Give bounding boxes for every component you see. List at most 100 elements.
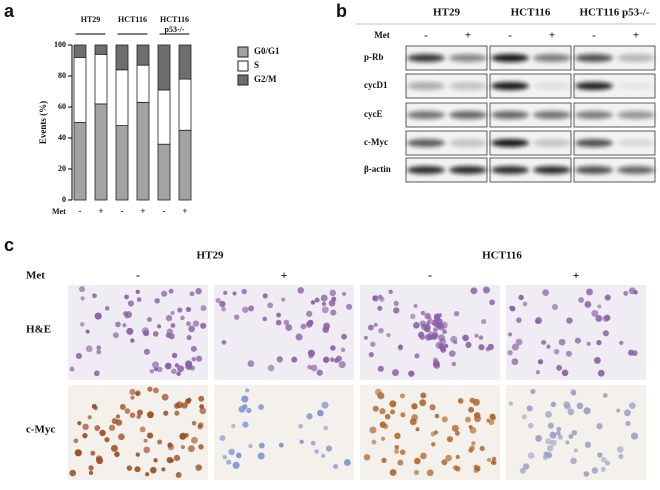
cell xyxy=(522,463,530,470)
cell xyxy=(470,287,478,295)
cell xyxy=(465,416,471,423)
cell xyxy=(300,323,307,330)
cell xyxy=(307,319,314,326)
y-tick-label: 60 xyxy=(58,102,66,111)
cell xyxy=(248,443,253,449)
cell xyxy=(170,323,176,328)
band xyxy=(575,111,613,119)
cell xyxy=(440,346,447,353)
cell xyxy=(115,321,121,328)
x-tick-label: - xyxy=(121,206,124,216)
cell xyxy=(297,287,305,294)
cell xyxy=(522,301,528,307)
cell xyxy=(199,407,207,415)
cell xyxy=(556,364,563,371)
cell xyxy=(429,404,436,411)
cell xyxy=(616,446,624,453)
cell xyxy=(450,335,458,343)
cell xyxy=(543,451,549,457)
cell xyxy=(171,368,177,375)
cell xyxy=(453,310,460,317)
bar-segment xyxy=(73,122,87,201)
cell xyxy=(340,347,346,353)
cell xyxy=(516,317,522,323)
treatment-label: Met xyxy=(374,30,390,40)
cell xyxy=(624,409,631,417)
cell xyxy=(591,309,599,317)
cell xyxy=(258,442,265,449)
cell xyxy=(115,414,121,419)
cell xyxy=(185,306,192,313)
cell xyxy=(95,455,103,462)
cell xyxy=(228,448,235,456)
row-label: p-Rb xyxy=(364,52,384,62)
row-label: c-Myc xyxy=(364,137,388,147)
cell xyxy=(186,335,192,341)
cell xyxy=(549,431,557,439)
cell xyxy=(343,459,351,466)
cell xyxy=(333,463,339,470)
legend-swatch xyxy=(237,74,249,86)
cell xyxy=(195,464,202,471)
cell xyxy=(346,303,353,310)
cell xyxy=(329,289,336,297)
cell xyxy=(420,310,426,316)
cell xyxy=(386,332,391,338)
cell xyxy=(448,350,456,357)
cell xyxy=(180,315,185,321)
cell xyxy=(518,294,524,301)
cell xyxy=(147,386,153,392)
band xyxy=(449,166,487,174)
cell xyxy=(519,467,526,474)
cell xyxy=(199,404,205,410)
cell xyxy=(92,293,97,299)
cell xyxy=(420,392,427,399)
cell xyxy=(454,430,460,436)
band xyxy=(575,139,613,147)
cell xyxy=(389,409,396,415)
lane-sign: - xyxy=(424,30,428,42)
cell xyxy=(104,436,110,443)
group-label: HT29 xyxy=(81,15,101,24)
cell xyxy=(511,343,519,351)
cell xyxy=(168,333,175,340)
cell xyxy=(489,413,496,420)
cell xyxy=(126,465,133,471)
cell xyxy=(191,436,198,444)
cell xyxy=(379,408,386,415)
cell xyxy=(595,315,603,322)
cell xyxy=(372,405,379,412)
cell xyxy=(156,366,163,373)
cell xyxy=(152,331,159,337)
cell xyxy=(189,291,195,297)
cell xyxy=(276,312,282,318)
legend-label: G0/G1 xyxy=(254,46,280,56)
cell xyxy=(413,469,420,475)
cell xyxy=(455,454,460,460)
cell xyxy=(232,461,240,469)
cell xyxy=(593,356,601,364)
cell xyxy=(568,433,574,439)
cell xyxy=(411,403,418,410)
cell xyxy=(241,395,249,403)
cell xyxy=(141,327,149,335)
cell xyxy=(135,391,140,396)
cell xyxy=(488,419,495,426)
cell xyxy=(163,410,169,416)
cell xyxy=(130,338,135,343)
cell xyxy=(363,335,368,340)
cell xyxy=(129,388,136,396)
row-label: cycD1 xyxy=(364,80,388,90)
cell xyxy=(441,416,448,423)
band xyxy=(575,54,613,62)
cell xyxy=(433,430,439,435)
cell xyxy=(597,369,605,377)
cell xyxy=(550,401,557,408)
panel-label: b xyxy=(336,1,347,21)
cell xyxy=(135,452,140,457)
cell xyxy=(400,412,406,418)
cell xyxy=(367,324,374,331)
cell xyxy=(469,445,475,451)
legend-swatch xyxy=(237,60,249,72)
y-tick-label: 40 xyxy=(58,133,66,142)
